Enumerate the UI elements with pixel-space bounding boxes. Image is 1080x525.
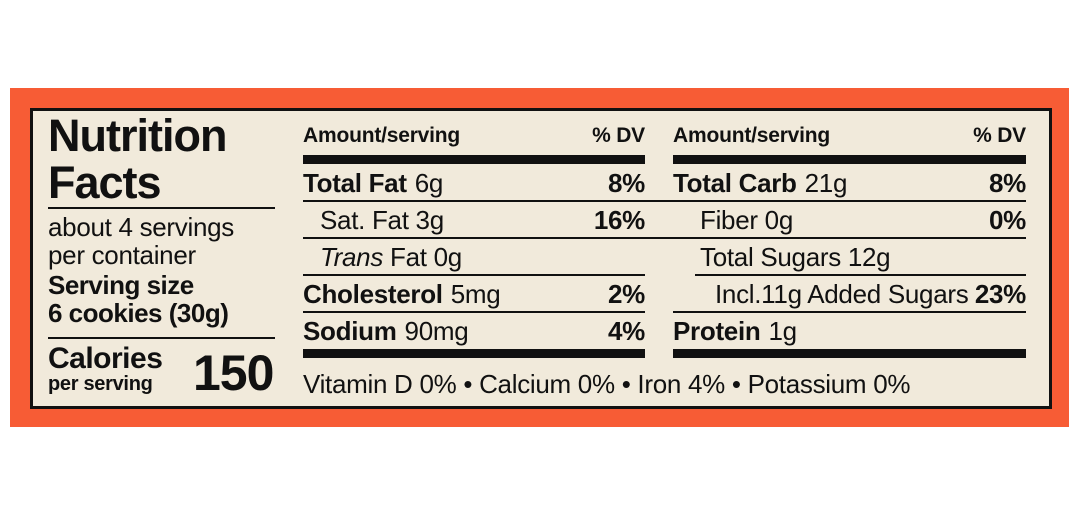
nutrient-row-added-sugars: Incl.11g Added Sugars 23% [673,276,1026,313]
nutrient-name: Total Fat [303,168,407,198]
nutrient-name: Sodium [303,316,397,346]
nutrient-daily-value: 4% [608,316,645,346]
nutrient-daily-value: 23% [974,279,1026,309]
nutrient-name: Cholesterol [303,279,443,309]
servings-line2: per container [48,240,196,270]
nutrient-amount: 6g [414,168,444,198]
calories-block: Calories per serving [48,342,163,395]
nutrient-row-total-sugars: Total Sugars 12g [673,239,1026,276]
column-header: Amount/serving % DV [673,124,1026,148]
vitamins-footer: Vitamin D 0% • Calcium 0% • Iron 4% • Po… [303,369,911,399]
serving-size: Serving size 6 cookies (30g) [48,270,229,328]
nutrient-row-protein: Protein 1g [673,313,1026,350]
servings-per-container: about 4 servings per container [48,213,234,269]
nutrient-amount: 1g [768,316,797,346]
serving-size-value: 6 cookies (30g) [48,298,229,328]
nutrient-amount: Incl.11g Added Sugars [715,279,969,309]
header-bar [673,155,1026,164]
column-bottom-bar [673,349,1026,358]
nutrient-row-total-carb: Total Carb 21g 8% [673,165,1026,202]
nutrient-amount: 21g [804,168,848,198]
nutrient-row-fiber: Fiber 0g 0% [673,202,1026,239]
nutrient-amount: Sat. Fat 3g [320,205,444,235]
nutrient-row-total-fat: Total Fat 6g 8% [303,165,645,202]
nutrition-label: Nutrition Facts about 4 servings per con… [10,88,1069,427]
percent-dv-header: % DV [592,124,645,147]
nutrient-column-fat-sodium: Amount/serving % DV Total Fat 6g 8% Sat.… [303,111,645,406]
column-bottom-bar [303,349,645,358]
calories-label: Calories [48,342,163,375]
serving-size-label: Serving size [48,270,194,300]
label-title-line2: Facts [48,157,162,208]
row-divider [303,311,645,313]
nutrient-daily-value: 8% [608,168,645,198]
nutrient-row-trans-fat: Trans Fat 0g [303,239,645,276]
amount-serving-header: Amount/serving [673,124,831,147]
nutrient-name: Protein [673,316,761,346]
header-bar [303,155,645,164]
row-divider [303,200,1026,202]
calories-value: 150 [193,345,274,401]
nutrient-row-sat-fat: Sat. Fat 3g 16% [303,202,645,239]
nutrient-amount: 5mg [450,279,501,309]
nutrition-label-inner: Nutrition Facts about 4 servings per con… [30,108,1052,409]
nutrient-amount: Total Sugars 12g [700,242,891,272]
amount-serving-header: Amount/serving [303,124,461,147]
servings-line1: about 4 servings [48,212,234,242]
row-divider [673,311,1026,313]
nutrient-daily-value: 2% [608,279,645,309]
label-title-line1: Nutrition [48,110,227,161]
nutrient-daily-value: 8% [989,168,1026,198]
label-title: Nutrition Facts [48,110,227,208]
nutrient-daily-value: 16% [593,205,645,235]
nutrient-row-sodium: Sodium 90mg 4% [303,313,645,350]
title-divider [48,207,275,209]
nutrient-row-cholesterol: Cholesterol 5mg 2% [303,276,645,313]
nutrient-name-italic: Trans [320,242,384,272]
row-divider [303,237,1026,239]
nutrient-name: Total Carb [673,168,797,198]
serving-divider [48,337,275,339]
nutrient-daily-value: 0% [989,205,1026,235]
percent-dv-header: % DV [973,124,1026,147]
column-header: Amount/serving % DV [303,124,645,148]
nutrient-amount: Fiber 0g [700,205,793,235]
calories-sublabel: per serving [48,373,153,395]
nutrient-amount: 90mg [404,316,469,346]
row-divider [695,274,1026,276]
nutrient-rows: Total Carb 21g 8% Fiber 0g 0% Total Suga… [673,165,1026,350]
row-divider [303,274,645,276]
nutrient-rows: Total Fat 6g 8% Sat. Fat 3g 16% Trans Fa… [303,165,645,350]
nutrient-amount: Fat 0g [390,242,462,272]
nutrient-column-carb-protein: Amount/serving % DV Total Carb 21g 8% Fi… [673,111,1026,406]
